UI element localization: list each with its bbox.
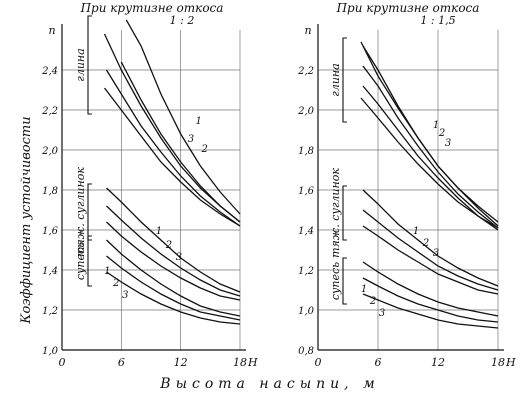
series-label: 3: [433, 248, 439, 259]
group-label: тяж. суглинок: [329, 168, 342, 258]
soil-group: 123 глина: [329, 37, 499, 231]
series-label: 2: [369, 296, 376, 307]
series-line: [362, 85, 499, 231]
group-label: тяж. суглинок: [74, 167, 87, 257]
x-axis-label: Высота насыпи, м: [159, 376, 379, 392]
series-line: [362, 209, 499, 291]
series-line: [360, 41, 499, 223]
series-label: 1: [195, 116, 201, 127]
x-tick-label: 0: [59, 356, 66, 369]
series-label: 2: [438, 128, 445, 139]
y-tick-label: 1,8: [42, 186, 58, 197]
x-tick-label: 6: [118, 356, 125, 369]
y-tick-label: 2,0: [41, 146, 59, 157]
series-line: [362, 189, 499, 287]
group-label: супесь: [74, 242, 87, 280]
series-line: [103, 33, 241, 223]
y-tick-label: 1,6: [298, 186, 315, 197]
series-line: [106, 205, 241, 297]
chart-title: При крутизне откоса: [80, 1, 224, 15]
chart-subtitle: 1 : 1,5: [420, 14, 455, 27]
series-line: [362, 293, 499, 329]
series-label: 3: [445, 138, 451, 149]
series-line: [125, 19, 241, 215]
x-tick-label: 18: [491, 356, 505, 369]
group-bracket: [87, 235, 92, 287]
y-tick-label: 1,2: [298, 266, 314, 277]
series-line: [120, 61, 241, 223]
y-tick-label: 1,4: [42, 266, 58, 277]
series-label: 3: [122, 290, 128, 301]
y-axis-symbol: n: [304, 24, 311, 37]
y-tick-label: 0,8: [298, 346, 314, 357]
group-bracket: [342, 257, 347, 305]
y-axis-symbol: n: [48, 24, 55, 37]
series-line: [106, 239, 241, 317]
x-axis-symbol: H: [247, 356, 258, 369]
series-line: [360, 97, 499, 229]
series-line: [106, 221, 241, 301]
group-label: глина: [74, 48, 87, 81]
series-line: [106, 255, 241, 321]
group-label: глина: [329, 63, 342, 96]
series-label: 3: [379, 308, 385, 319]
series-label: 2: [422, 238, 429, 249]
series-line: [106, 271, 241, 325]
y-tick-label: 1,0: [42, 346, 59, 357]
series-label: 2: [112, 278, 119, 289]
y-tick-label: 1,0: [298, 306, 315, 317]
group-bracket: [87, 15, 92, 115]
y-axis-label: Коэффициент устойчивости: [19, 116, 34, 324]
soil-group: 1 23 глина: [74, 15, 241, 227]
series-label: 2: [200, 144, 207, 155]
chart-title: При крутизне откоса: [336, 1, 480, 15]
series-label: 1: [413, 226, 419, 237]
y-tick-label: 2,2: [41, 106, 58, 117]
chart-subtitle: 1 : 2: [170, 14, 195, 27]
series-line: [103, 87, 241, 227]
y-tick-label: 1,8: [298, 146, 314, 157]
series-label: 1: [361, 284, 367, 295]
series-line: [362, 225, 499, 295]
y-tick-label: 1,6: [42, 226, 59, 237]
group-bracket: [87, 183, 92, 241]
series-label: 2: [165, 240, 172, 251]
y-tick-label: 2,2: [297, 66, 314, 77]
y-tick-label: 1,2: [42, 306, 58, 317]
series-label: 1: [433, 120, 439, 131]
series-line: [105, 69, 241, 227]
series-line: [362, 277, 499, 323]
x-tick-label: 12: [431, 356, 445, 369]
x-axis-symbol: H: [505, 356, 516, 369]
series-label: 1: [104, 266, 110, 277]
x-tick-label: 6: [375, 356, 382, 369]
y-tick-label: 2,0: [297, 106, 315, 117]
x-tick-label: 18: [233, 356, 247, 369]
series-line: [106, 187, 241, 293]
group-label: супесь: [329, 262, 342, 300]
group-bracket: [342, 37, 347, 123]
series-label: 3: [176, 252, 182, 263]
series-line: [362, 65, 499, 229]
y-tick-label: 1,4: [298, 226, 314, 237]
series-label: 3: [188, 134, 194, 145]
series-line: [362, 261, 499, 317]
y-tick-label: 2,4: [41, 66, 58, 77]
series-line: [362, 45, 499, 227]
soil-group: 123 супесь: [329, 257, 499, 329]
group-bracket: [342, 185, 347, 241]
x-tick-label: 12: [174, 356, 188, 369]
series-label: 1: [156, 226, 162, 237]
x-tick-label: 0: [315, 356, 322, 369]
